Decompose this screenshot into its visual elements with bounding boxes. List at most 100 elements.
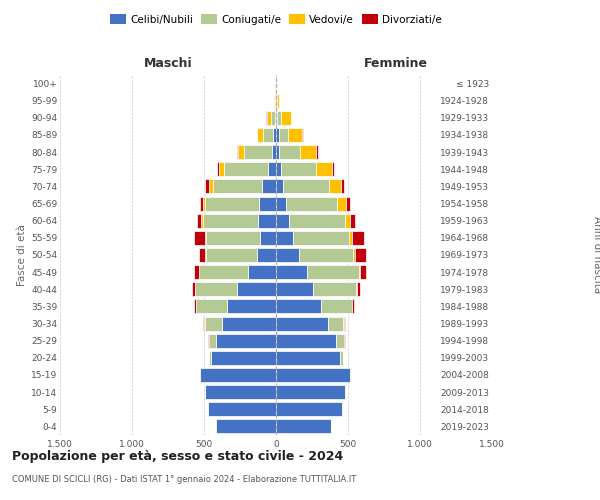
Bar (218, 162, 224, 176)
Bar (205, 316, 222, 330)
Bar (350, 214, 355, 228)
Bar (276, 231, 293, 245)
Bar (276, 402, 342, 416)
Bar (205, 385, 276, 399)
Bar (352, 300, 354, 314)
Bar (209, 334, 215, 347)
Bar (278, 128, 289, 142)
Text: COMUNE DI SCICLI (RG) - Dati ISTAT 1° gennaio 2024 - Elaborazione TUTTITALIA.IT: COMUNE DI SCICLI (RG) - Dati ISTAT 1° ge… (12, 475, 356, 484)
Bar (227, 300, 276, 314)
Bar (344, 316, 345, 330)
Bar (244, 145, 272, 159)
Bar (200, 368, 276, 382)
Bar (276, 248, 299, 262)
Bar (281, 162, 316, 176)
Bar (359, 265, 360, 279)
Bar (257, 248, 276, 262)
Bar (209, 180, 212, 194)
Bar (337, 196, 346, 210)
Bar (194, 300, 196, 314)
Bar (350, 368, 351, 382)
Bar (307, 265, 359, 279)
Bar (206, 248, 257, 262)
Bar (193, 282, 195, 296)
Bar (301, 145, 316, 159)
Bar (276, 180, 283, 194)
Bar (209, 351, 211, 365)
Bar (274, 128, 276, 142)
Bar (283, 180, 329, 194)
Bar (286, 196, 337, 210)
Bar (196, 300, 227, 314)
Bar (299, 248, 353, 262)
Legend: Celibi/Nubili, Coniugati/e, Vedovi/e, Divorziati/e: Celibi/Nubili, Coniugati/e, Vedovi/e, Di… (106, 10, 446, 29)
Bar (277, 94, 279, 108)
Bar (281, 111, 291, 125)
Bar (276, 334, 336, 347)
Bar (349, 231, 352, 245)
Bar (194, 231, 205, 245)
Bar (275, 111, 276, 125)
Text: Maschi: Maschi (143, 57, 193, 70)
Bar (217, 162, 218, 176)
Bar (344, 214, 350, 228)
Bar (237, 282, 276, 296)
Bar (277, 111, 281, 125)
Bar (257, 128, 263, 142)
Bar (316, 145, 318, 159)
Bar (276, 214, 289, 228)
Bar (276, 316, 328, 330)
Bar (329, 180, 341, 194)
Bar (276, 351, 340, 365)
Bar (353, 248, 355, 262)
Bar (267, 111, 271, 125)
Bar (215, 334, 276, 347)
Bar (356, 282, 357, 296)
Bar (268, 162, 276, 176)
Bar (289, 128, 302, 142)
Bar (205, 248, 206, 262)
Bar (199, 265, 248, 279)
Bar (332, 162, 334, 176)
Bar (259, 196, 276, 210)
Bar (328, 316, 343, 330)
Bar (224, 162, 268, 176)
Bar (276, 128, 278, 142)
Bar (276, 282, 313, 296)
Bar (199, 248, 205, 262)
Bar (336, 334, 344, 347)
Bar (203, 196, 205, 210)
Bar (293, 231, 349, 245)
Bar (206, 231, 260, 245)
Bar (262, 180, 276, 194)
Bar (341, 180, 344, 194)
Bar (215, 420, 276, 434)
Bar (276, 368, 350, 382)
Bar (272, 145, 276, 159)
Bar (276, 162, 281, 176)
Bar (212, 180, 262, 194)
Bar (340, 351, 343, 365)
Bar (276, 420, 331, 434)
Bar (355, 248, 367, 262)
Bar (196, 282, 237, 296)
Bar (279, 145, 301, 159)
Bar (276, 145, 279, 159)
Bar (208, 402, 276, 416)
Bar (200, 196, 203, 210)
Bar (274, 94, 275, 108)
Text: Femmine: Femmine (364, 57, 428, 70)
Bar (289, 214, 344, 228)
Bar (320, 300, 352, 314)
Bar (276, 300, 320, 314)
Bar (205, 180, 209, 194)
Bar (260, 231, 276, 245)
Bar (194, 265, 199, 279)
Bar (276, 385, 345, 399)
Bar (313, 282, 356, 296)
Bar (360, 265, 366, 279)
Bar (258, 214, 276, 228)
Bar (276, 111, 277, 125)
Bar (263, 128, 274, 142)
Bar (357, 282, 361, 296)
